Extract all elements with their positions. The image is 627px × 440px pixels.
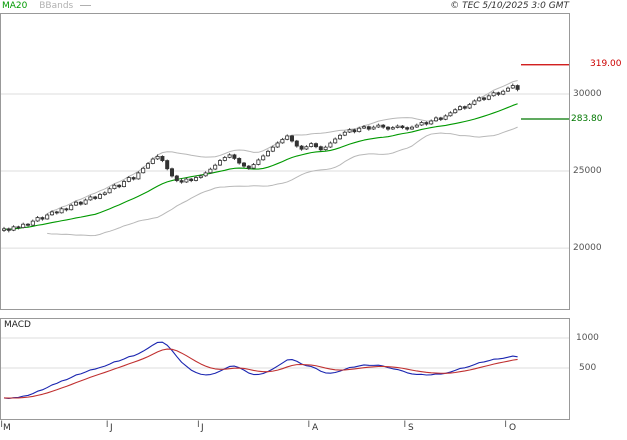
x-axis-label-oct: O <box>509 423 517 433</box>
y-axis-label-20000: 20000 <box>573 243 602 253</box>
legend-bbands-label: BBands <box>39 1 74 11</box>
macd-panel-title: MACD <box>4 320 31 330</box>
y-axis-label-25000: 25000 <box>573 166 602 176</box>
y-axis-label-30000: 30000 <box>573 89 602 99</box>
copyright-text: © TEC 5/10/2025 3:0 GMT <box>450 1 569 11</box>
resistance-level-label: 319.00 <box>590 59 622 69</box>
macd-axis-label-1000: 1000 <box>576 333 599 343</box>
x-axis-label-jul: J <box>201 423 204 433</box>
x-axis-label-jun: J <box>110 423 113 433</box>
legend: MA20 BBands <box>2 1 92 11</box>
support-level-label: 283.80 <box>571 114 603 124</box>
bbands-line-sample-icon <box>80 5 92 6</box>
legend-ma20-label: MA20 <box>2 1 28 11</box>
x-axis-label-sep: S <box>408 423 414 433</box>
x-axis-label-aug: A <box>312 423 319 433</box>
x-axis-label-may: M <box>3 423 11 433</box>
macd-axis-label-500: 500 <box>579 363 597 373</box>
